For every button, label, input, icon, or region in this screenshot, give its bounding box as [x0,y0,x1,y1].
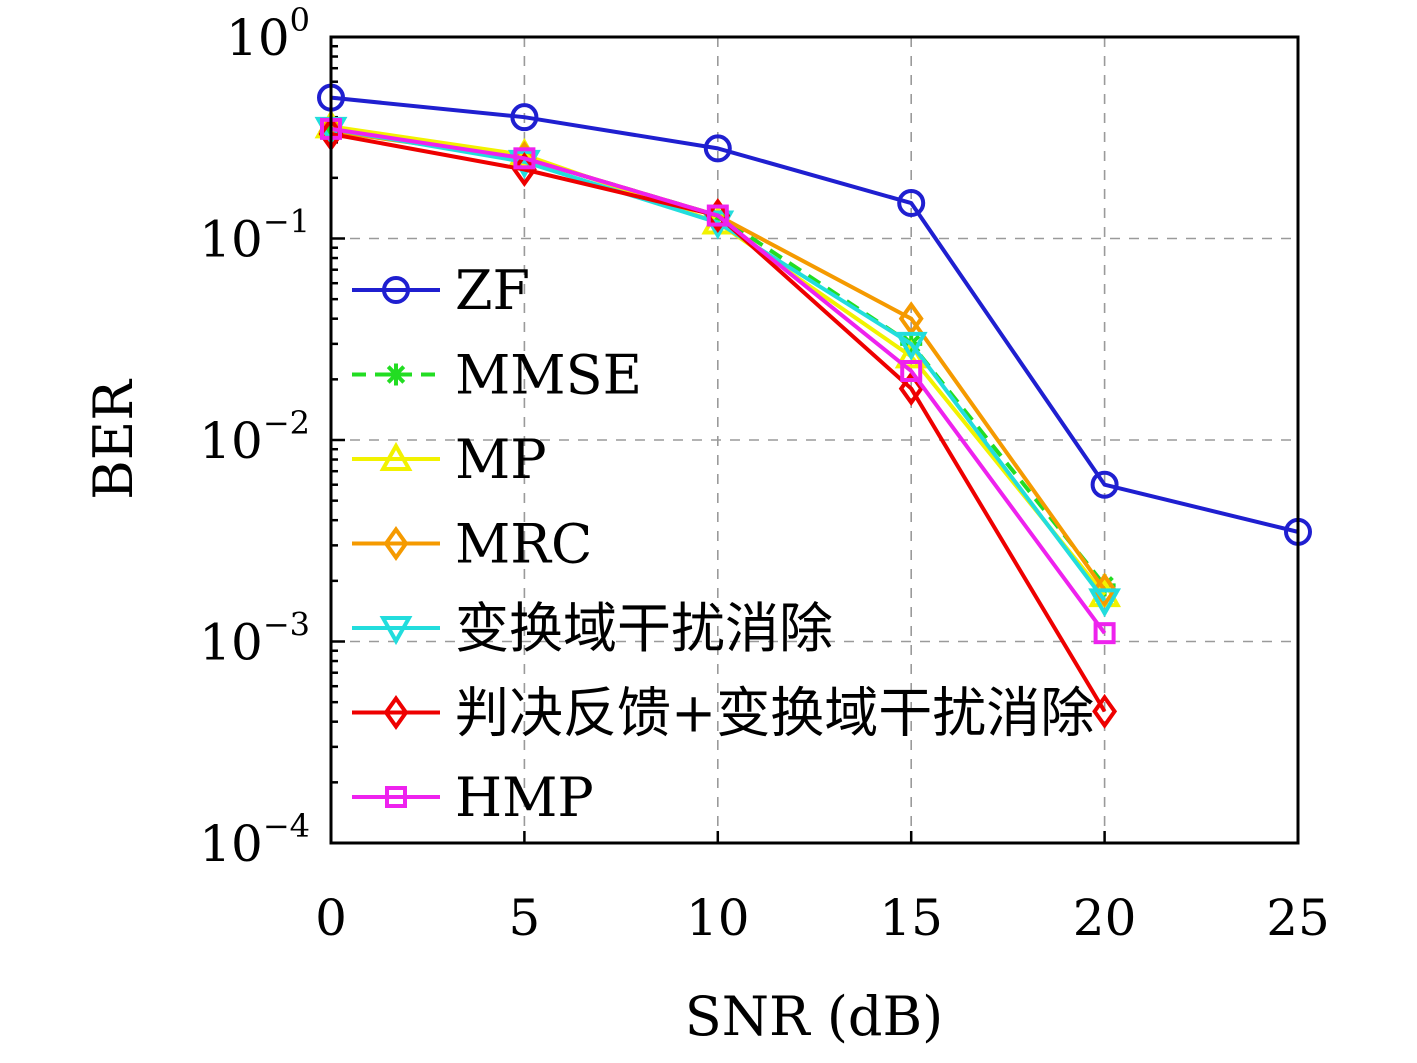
x-tick-label: 25 [1266,889,1330,947]
y-tick-base: 10 [199,815,263,873]
legend-entry: 变换域干扰消除 [352,597,833,660]
data-point [1088,588,1122,618]
series-line [330,126,1107,635]
data-point [894,331,928,361]
series-lines [314,83,1312,729]
y-tick-label: 100 [226,1,310,67]
y-tick-label: 10−3 [199,606,310,672]
data-point [510,103,539,132]
grid-lines [331,37,1298,843]
plot-frame [329,35,1300,845]
legend-label: MP [455,428,547,491]
data-point [897,189,926,218]
legend-entry: MMSE [352,344,642,407]
legend-entry: HMP [352,766,594,829]
legend-label: MRC [455,513,592,576]
data-point [1093,622,1116,645]
data-point [900,360,923,383]
legend-label: 变换域干扰消除 [455,597,833,660]
star-stroke [386,365,406,384]
legend-marker [382,276,410,304]
y-tick-label: 10−1 [199,203,310,269]
legend-entry: 判决反馈+变换域干扰消除 [352,682,1094,745]
y-tick-base: 10 [199,412,263,470]
x-tick-label: 0 [315,889,347,947]
series-6 [320,117,1116,645]
legend-label: MMSE [455,344,642,407]
legend-marker [379,616,413,646]
data-point [705,198,731,233]
x-tick-labels: 0 5 10 15 20 25 [315,889,1330,947]
y-tick-exp: −3 [263,606,310,644]
y-axis-label: BER [82,379,145,500]
data-point [513,147,536,170]
legend-label: 判决反馈+变换域干扰消除 [455,682,1094,745]
y-tick-exp: 0 [290,1,310,39]
y-tick-label: 10−4 [199,807,310,873]
legend-label: HMP [455,766,594,829]
legend-entry: MRC [352,513,592,576]
data-point [1090,470,1119,499]
x-tick-label: 20 [1073,889,1137,947]
data-point [703,134,732,163]
legend-marker [379,441,413,471]
y-tick-label: 10−2 [199,404,310,470]
data-point [1092,693,1118,729]
x-axis-label: SNR (dB) [685,985,943,1048]
data-point [898,371,924,407]
y-tick-base: 10 [199,211,263,269]
legend-marker [383,695,409,730]
x-tick-label: 10 [686,889,750,947]
data-point [706,204,729,227]
series-line [330,95,1299,534]
y-tick-base: 10 [226,9,290,67]
legend-marker [385,363,407,386]
x-tick-label: 15 [879,889,943,947]
y-tick-exp: −4 [263,807,310,845]
y-tick-exp: −2 [263,404,310,442]
legend-label: ZF [455,259,530,322]
legend-marker [383,526,409,561]
legend-entry: ZF [352,259,530,322]
data-point [1092,572,1118,608]
legend-entry: MP [352,428,547,491]
legend-marker [385,786,407,808]
y-tick-exp: −1 [263,203,310,241]
x-tick-label: 5 [508,889,540,947]
y-tick-base: 10 [199,614,263,672]
data-point [511,152,537,187]
